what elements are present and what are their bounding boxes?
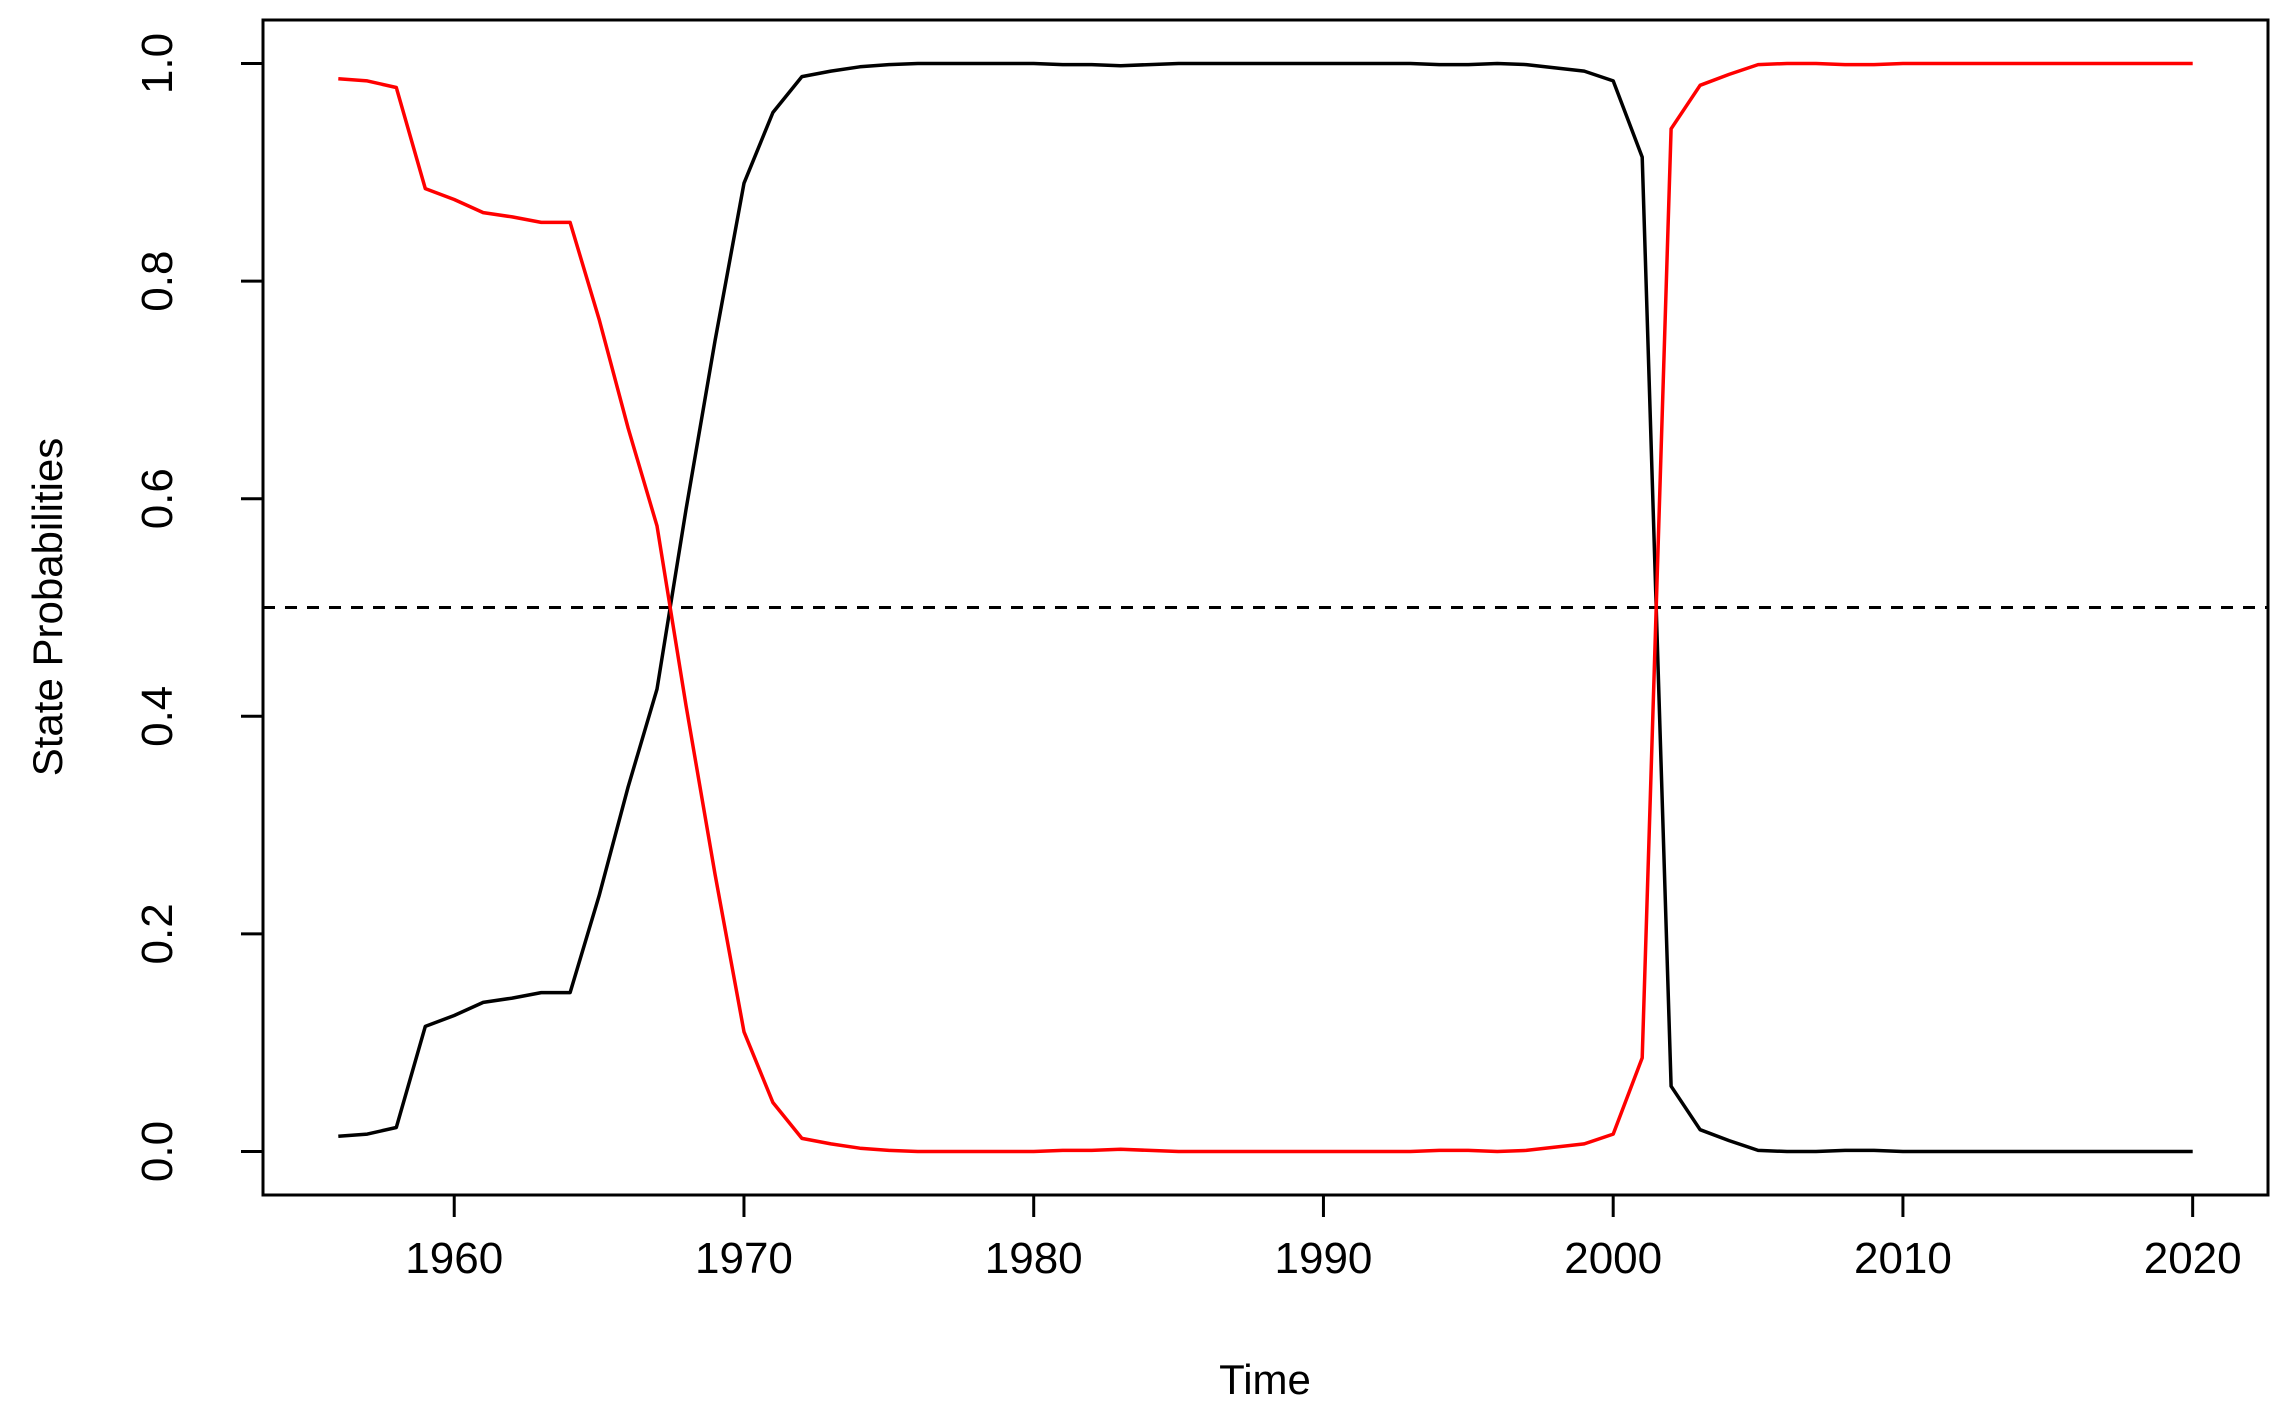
x-tick-label: 1980 — [985, 1234, 1083, 1283]
x-tick-label: 2010 — [1854, 1234, 1952, 1283]
x-tick-label: 1990 — [1275, 1234, 1373, 1283]
y-tick-label: 0.2 — [133, 903, 182, 964]
series-layer — [338, 61, 2193, 1154]
y-axis-title: State Probabilities — [24, 438, 71, 777]
x-tick-label: 2000 — [1564, 1234, 1662, 1283]
x-tick-label: 1960 — [405, 1234, 503, 1283]
series-line-2 — [338, 61, 2193, 1154]
y-tick-label: 0.8 — [133, 251, 182, 312]
series-line-1 — [338, 61, 2193, 1154]
y-tick-label: 0.0 — [133, 1121, 182, 1182]
x-tick-label: 2020 — [2144, 1234, 2242, 1283]
x-axis-title: Time — [1219, 1356, 1311, 1403]
y-axis: 0.0 0.2 0.4 0.6 0.8 1.0 — [133, 33, 265, 1182]
x-tick-label: 1970 — [695, 1234, 793, 1283]
y-tick-label: 0.6 — [133, 468, 182, 529]
y-tick-label: 1.0 — [133, 33, 182, 94]
y-tick-label: 0.4 — [133, 686, 182, 747]
x-axis: 1960 1970 1980 1990 2000 2010 2020 — [405, 1193, 2242, 1283]
